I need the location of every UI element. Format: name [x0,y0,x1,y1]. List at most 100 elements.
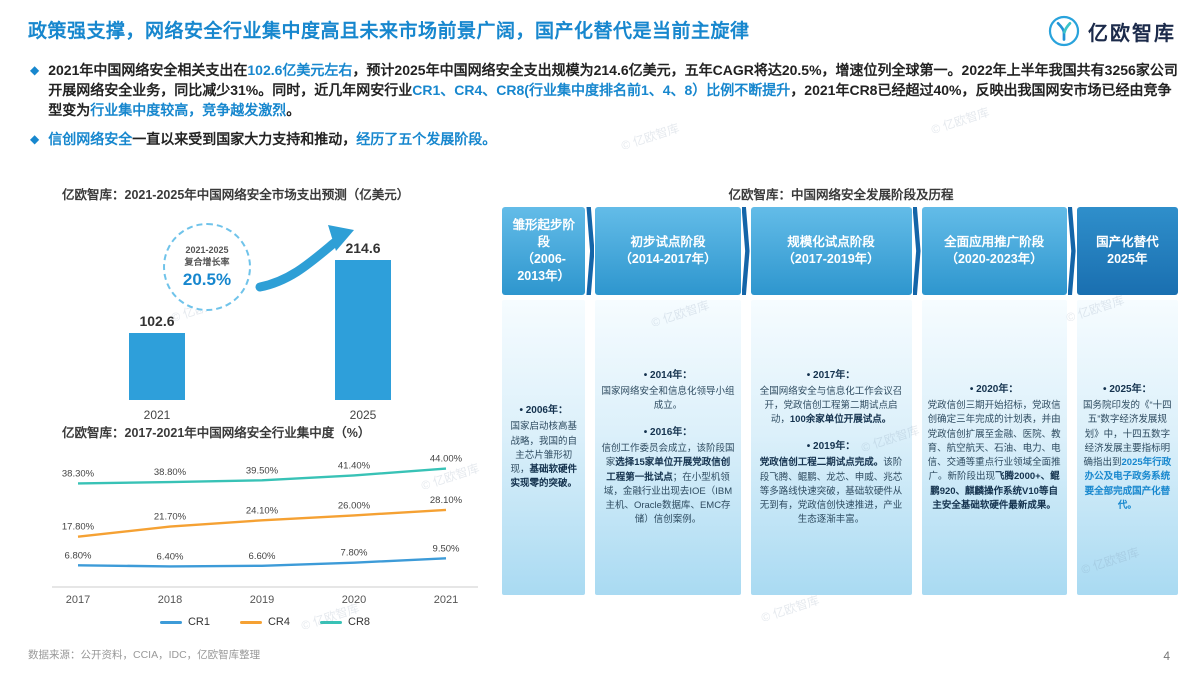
timeline-title: 亿欧智库：中国网络安全发展阶段及历程 [728,188,954,202]
stage-item: • 2006年： 国家启动核高基战略，我国的自主芯片雏形初现，基础软硬件实现零的… [508,403,579,491]
bullet-2-text: 信创网络安全一直以来受到国家大力支持和推动，经历了五个发展阶段。 [48,129,496,149]
legend-swatch-icon [159,620,182,624]
data-label: 26.00% [338,500,371,511]
line-series-CR1 [77,557,447,568]
text-run: CR1、CR4、CR8(行业集中度排名前1、4、8）比例不断提升 [412,82,791,98]
timeline-panel: 雏形起步阶段 （2006-2013年） • 2006年： 国家启动核高基战略，我… [502,207,1178,595]
bar [335,260,391,400]
bar-value-label: 214.6 [345,240,381,256]
stage-name: 雏形起步阶段 [512,218,575,250]
stage-column-5: 国产化替代 2025年 • 2025年： 国务院印发的《“十四五”数字经济发展规… [1076,207,1178,595]
bar-chart: 2021-2025 复合增长率 20.5% 102.6 2021 214.6 2025 [45,207,475,422]
legend-label: CR8 [348,616,371,628]
stage-header: 初步试点阶段 （2014-2017年） [595,207,741,295]
stage-item: • 2017年： 全国网络安全与信息化工作会议召开，党政信创工程第二期试点启动，… [757,368,906,428]
stage-body: • 2025年： 国务院印发的《“十四五”数字经济发展规划》中，十四五数字经济发… [1076,300,1178,595]
text-run: 飞腾2000+、鲲鹏920、麒麟操作系统V10等自主安全基础软硬件最新成果。 [930,471,1060,511]
line-axis-label: 2017 [66,594,90,606]
diamond-bullet-icon: ◆ [30,63,40,77]
chevron-separator-icon [912,207,921,295]
bar [129,333,185,400]
data-label: 17.80% [62,522,95,533]
stage-header: 国产化替代 2025年 [1076,207,1178,295]
text-run: 选择15家单位开展党政信创工程第一批试点 [606,457,731,483]
line-axis-label: 2018 [158,594,182,606]
text-run: 党政信创工程二期试点完成。 [759,457,884,469]
bar-axis-label: 2025 [349,408,377,422]
text-run: 该阶段飞腾、鲲鹏、龙芯、申威、兆芯等多路线快速突破，基础软硬件从无到有，党政信创… [759,457,903,526]
data-label: 21.70% [154,512,187,523]
text-run: 2025年行政办公及电子政务系统要全部完成国产化替代。 [1084,457,1172,511]
watermark: © 亿欧智库 [759,593,822,625]
item-year: • 2019年： [806,441,856,453]
item-text: 国家启动核高基战略，我国的自主芯片雏形初现，基础软硬件实现零的突破。 [508,420,579,491]
text-run: ，预计2025年中国网络安全支出规模为214.6亿美元，五年CAGR将达20.5… [48,62,1178,98]
stage-years: （2014-2017年） [619,252,717,266]
data-label: 41.40% [338,460,371,471]
bar-value-label: 102.6 [139,313,175,329]
item-year: • 2014年： [643,369,693,381]
data-label: 6.80% [65,550,92,561]
data-label: 6.40% [157,551,184,562]
item-year: • 2016年： [643,427,693,438]
page-title: 政策强支撑，网络安全行业集中度高且未来市场前景广阔，国产化替代是当前主旋律 [28,21,750,42]
chevron-separator-icon [586,207,595,295]
stage-name: 国产化替代 [1096,235,1159,250]
line-series-CR8 [77,467,447,485]
text-run: 基础软硬件实现零的突破。 [510,464,577,490]
text-run: 国家网络安全和信息化领导小组成立。 [601,385,735,411]
stage-column-3: 规模化试点阶段 （2017-2019年） • 2017年： 全国网络安全与信息化… [750,207,912,595]
text-run: 信创工作委员会成立，该阶段国家 [601,443,735,469]
cagr-range: 2021-2025 [185,244,229,255]
bar-chart-title: 亿欧智库：2021-2025年中国网络安全市场支出预测（亿美元） [62,188,410,202]
stage-years: 2025年 [1107,252,1148,266]
legend-swatch-icon [239,620,262,624]
legend-label: CR4 [267,616,290,628]
text-run: 一直以来受到国家大力支持和推动， [132,131,357,147]
text-run: 国家启动核高基战略，我国的自主芯片雏形初现， [510,421,577,476]
chevron-separator-icon [1067,207,1076,295]
line-axis-label: 2021 [434,594,458,606]
text-run: 102.6亿美元左右 [247,62,353,78]
text-run: 全国网络安全与信息化工作会议召开，党政信创工程第二期试点启动， [759,385,903,426]
line-chart: 亿欧智库：2017-2021年中国网络安全行业集中度（%） 2017 2018 20… [40,422,490,628]
logo-icon [1048,15,1080,47]
legend-item: CR8 [320,616,370,628]
stage-column-2: 初步试点阶段 （2014-2017年） • 2014年： 国家网络安全和信息化领… [595,207,741,595]
stage-item: • 2020年： 党政信创三期开始招标，党政信创确定三年完成的计划表，并由党政信… [928,382,1061,513]
stage-years: （2020-2023年） [945,252,1043,266]
bar-group: 214.6 2025 [335,240,391,422]
text-run: ，2021年CR8已经超过40%，反映出我国网安市场已经由竞争型变为 [48,82,1172,118]
line-chart-legend: CR1 CR4 CR8 [40,616,490,628]
data-label: 44.00% [430,454,463,465]
data-label: 39.50% [246,465,279,476]
stage-item: • 2014年： 国家网络安全和信息化领导小组成立。 [601,368,735,414]
cagr-badge: 2021-2025 复合增长率 20.5% [163,223,251,311]
stage-item: • 2019年： 党政信创工程二期试点完成。该阶段飞腾、鲲鹏、龙芯、申威、兆芯等… [757,439,906,527]
text-run: 党政信创三期开始招标，党政信创确定三年完成的计划表，并由党政信创扩展至金融、医院… [927,400,1061,483]
cagr-value: 20.5% [182,269,232,289]
stage-years: （2017-2019年） [782,252,880,266]
data-label: 28.10% [430,495,463,506]
stage-body: • 2020年： 党政信创三期开始招标，党政信创确定三年完成的计划表，并由党政信… [921,300,1067,595]
data-label: 6.60% [249,551,276,562]
stage-header: 全面应用推广阶段 （2020-2023年） [921,207,1067,295]
summary-bullets: ◆ 2021年中国网络安全相关支出在102.6亿美元左右，预计2025年中国网络… [30,60,1178,158]
growth-arrow-icon [255,225,354,292]
logo: 亿欧智库 [1047,14,1176,48]
stage-item: • 2025年： 国务院印发的《“十四五”数字经济发展规划》中，十四五数字经济发… [1083,382,1172,513]
page-number: 4 [1163,649,1170,663]
bar-axis-label: 2021 [143,408,171,422]
diamond-bullet-icon: ◆ [30,132,40,146]
stage-name: 初步试点阶段 [630,235,706,250]
legend-swatch-icon [320,620,342,624]
stage-body: • 2006年： 国家启动核高基战略，我国的自主芯片雏形初现，基础软硬件实现零的… [502,300,586,595]
item-text: 国家网络安全和信息化领导小组成立。 [601,385,735,414]
stage-body: • 2017年： 全国网络安全与信息化工作会议召开，党政信创工程第二期试点启动，… [750,300,912,595]
line-series-CR4 [77,508,447,538]
stage-years: （2006-2013年） [517,252,571,283]
data-label: 24.10% [246,505,279,516]
line-chart-svg: 2017 2018 2019 2020 2021 6.80% 6.40% 6.60% 7.80%… [52,454,478,606]
stage-column-4: 全面应用推广阶段 （2020-2023年） • 2020年： 党政信创三期开始招… [921,207,1067,595]
text-run: 国务院印发的《“十四五”数字经济发展规划》中，十四五数字经济发展主要指标明确指出… [1082,400,1172,468]
